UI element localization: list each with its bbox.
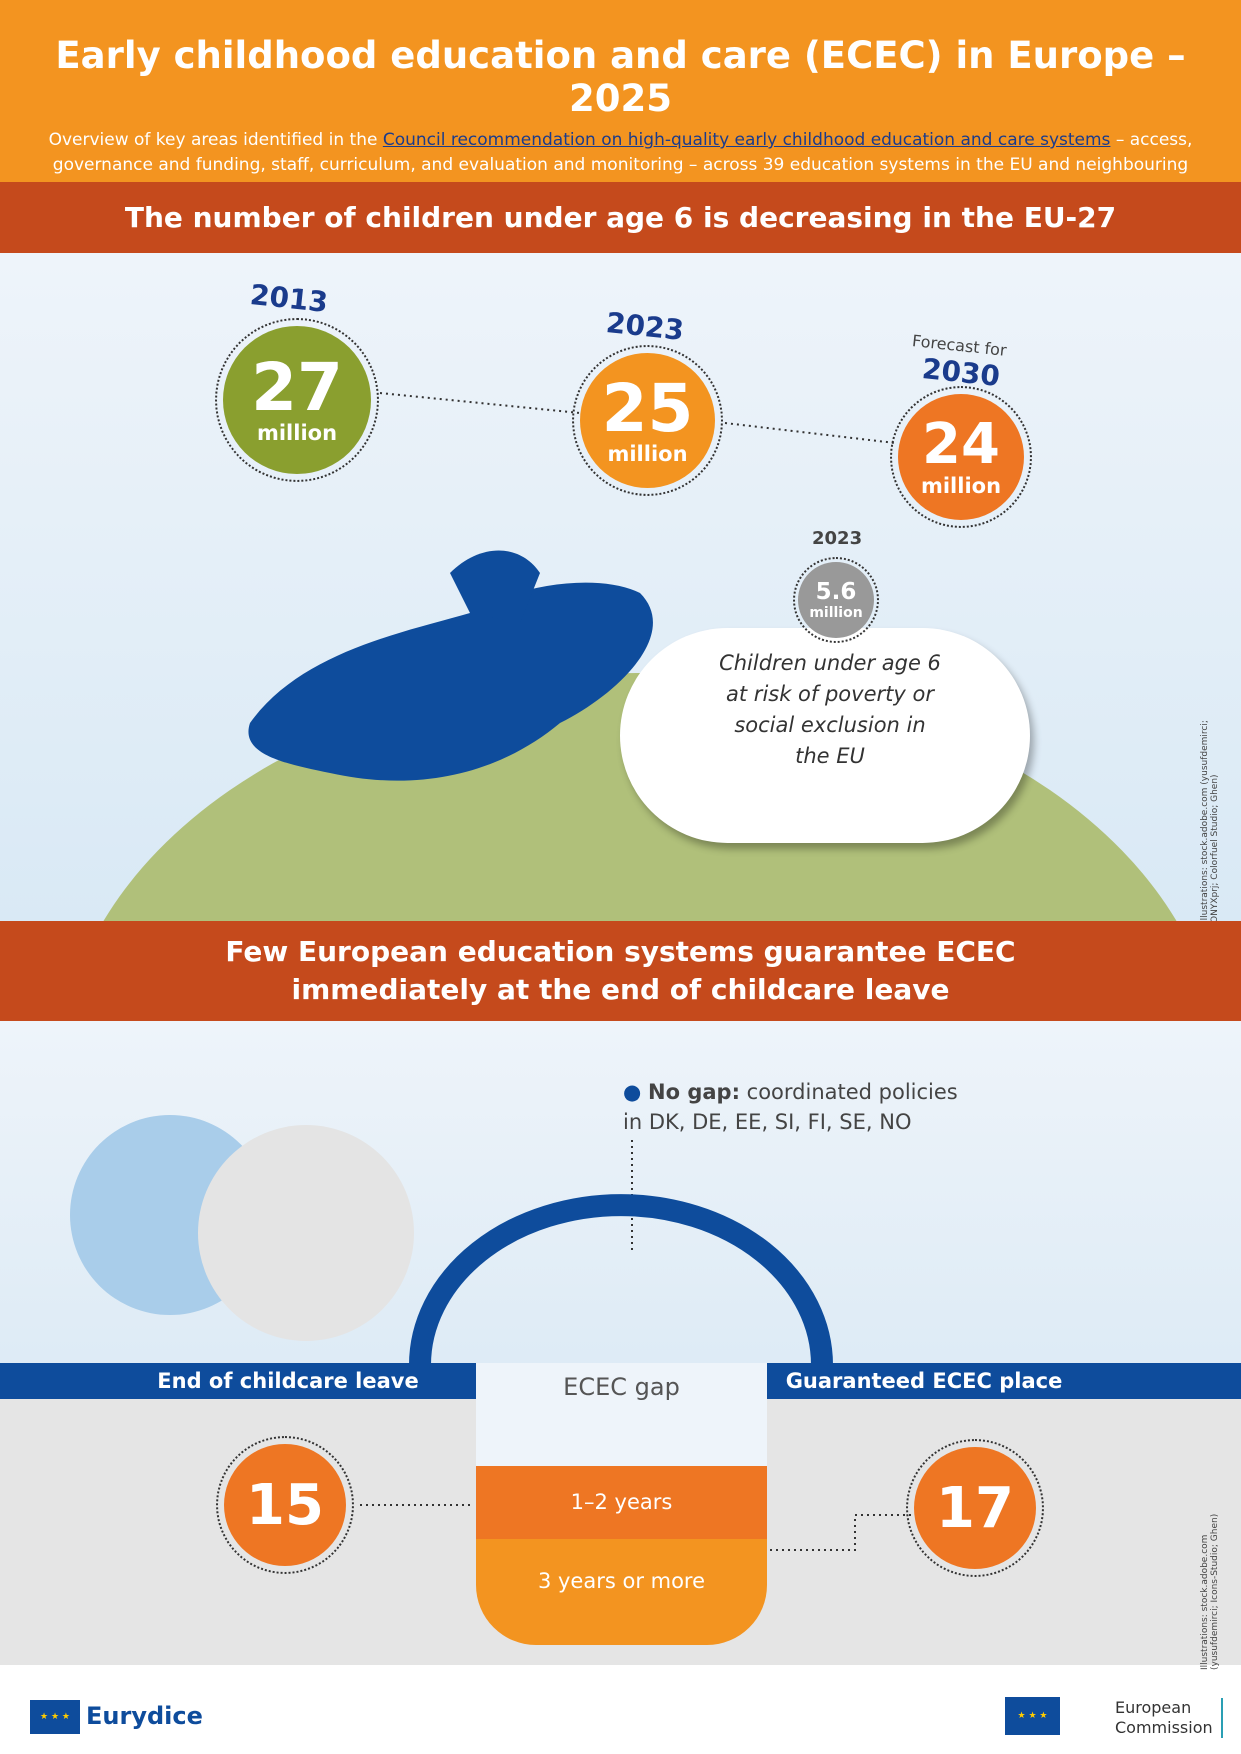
connector-lines — [379, 392, 896, 444]
stat-unit: million — [607, 441, 688, 466]
map-section: Children under age 6 at risk of poverty … — [0, 253, 1241, 923]
ec-flag-icon: ★ ★ ★ — [1005, 1697, 1060, 1735]
count-3-years: 17 — [906, 1439, 1044, 1577]
subtitle: Overview of key areas identified in the … — [40, 128, 1201, 203]
council-recommendation-link[interactable]: Council recommendation on high-quality e… — [382, 130, 1111, 150]
stat-2023: 25 million — [572, 345, 723, 496]
gap-1-2-years: 1–2 years — [476, 1466, 767, 1539]
eurydice-logo: Eurydice — [86, 1702, 203, 1730]
stat-value: 24 — [922, 412, 1000, 477]
speech-cloud — [620, 628, 1030, 843]
illustration-credit-2: Illustrations: stock.adobe.com (yusufdem… — [1200, 1513, 1220, 1670]
european-commission-logo: European Commission — [1115, 1698, 1223, 1738]
poverty-text: Children under age 6 at risk of poverty … — [719, 651, 941, 768]
section1-title: The number of children under age 6 is de… — [0, 182, 1241, 253]
page-title: Early childhood education and care (ECEC… — [55, 34, 1186, 120]
stat-value: 25 — [601, 369, 694, 447]
bridge-illustration — [360, 1140, 912, 1551]
ecec-gap-label: ECEC gap — [476, 1363, 767, 1466]
header: Early childhood education and care (ECEC… — [0, 0, 1241, 200]
illustration-credit: Illustrations: stock.adobe.com (yusufdem… — [1200, 720, 1220, 923]
title-line: immediately at the end of childcare leav… — [291, 973, 950, 1006]
no-gap-text: coordinated policies in DK, DE, EE, SI, … — [623, 1080, 958, 1134]
no-gap-note: ● No gap: coordinated policies in DK, DE… — [623, 1080, 958, 1134]
stat-value: 5.6 — [815, 579, 857, 605]
stat-2030: 24 million — [890, 386, 1032, 528]
stat-value: 27 — [251, 349, 343, 426]
ec-line: European — [1115, 1698, 1192, 1717]
poverty-year: 2023 — [812, 528, 863, 549]
title-line: Few European education systems guarantee… — [225, 935, 1016, 968]
guaranteed-place-label: Guaranteed ECEC place — [767, 1363, 1241, 1399]
poverty-stat: 5.6 million — [793, 557, 879, 643]
end-of-leave-label: End of childcare leave — [0, 1363, 476, 1399]
stat-unit: million — [809, 605, 863, 621]
no-gap-label: No gap: — [648, 1080, 740, 1104]
ec-line: Commission — [1115, 1718, 1213, 1737]
subtitle-text: Overview of key areas identified in the — [48, 130, 383, 150]
stat-unit: million — [920, 474, 1002, 498]
count-1-2-years: 15 — [216, 1436, 354, 1574]
parents-illustration — [198, 1125, 414, 1341]
stat-unit: million — [256, 421, 338, 445]
eu-flag-icon: ★ ★ ★ — [30, 1700, 80, 1734]
stat-2013: 27 million — [215, 318, 379, 482]
section2-title: Few European education systems guarantee… — [0, 921, 1241, 1021]
gap-3-years: 3 years or more — [476, 1539, 767, 1645]
